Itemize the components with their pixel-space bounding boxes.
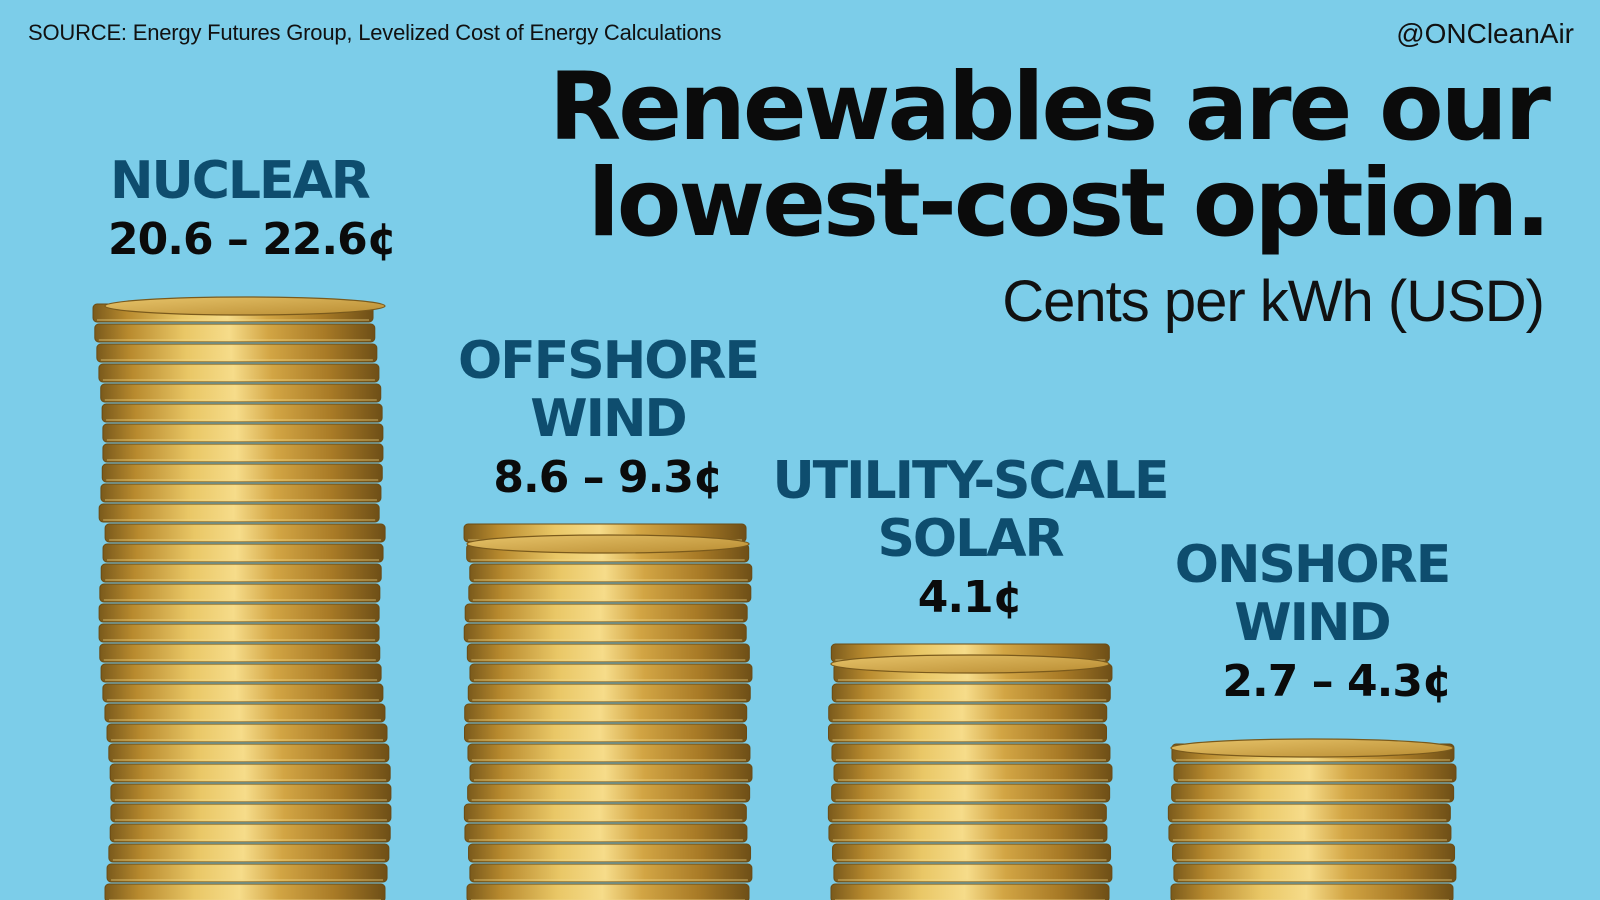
coin — [828, 723, 1108, 743]
coin — [100, 383, 382, 403]
coin — [1170, 883, 1454, 900]
coin-stack-offshore-wind — [463, 523, 753, 900]
coin — [466, 643, 750, 663]
title-line-1: Renewables are our — [548, 53, 1551, 162]
category-label: WIND — [1234, 593, 1389, 653]
coin — [108, 743, 390, 763]
coin — [833, 863, 1113, 883]
value-label: 8.6 – 9.3¢ — [493, 452, 722, 503]
coin-stack-nuclear — [92, 296, 392, 900]
title-line-2: lowest-cost option. — [587, 149, 1551, 258]
coin — [102, 683, 384, 703]
category-label: WIND — [530, 389, 685, 449]
coin — [469, 763, 753, 783]
source-note: SOURCE: Energy Futures Group, Levelized … — [28, 20, 722, 45]
coin — [831, 683, 1111, 703]
chart-title: Renewables are our lowest-cost option. — [548, 53, 1551, 258]
coin — [104, 883, 386, 900]
coin — [102, 543, 384, 563]
coin — [109, 763, 391, 783]
coin — [104, 703, 386, 723]
coin — [467, 783, 751, 803]
coin — [463, 623, 747, 643]
coin — [467, 683, 751, 703]
coin — [828, 703, 1108, 723]
coin — [467, 743, 751, 763]
coin — [99, 583, 381, 603]
coin — [110, 783, 392, 803]
coin — [102, 423, 384, 443]
coin — [1167, 803, 1451, 823]
coin — [831, 783, 1111, 803]
value-label: 20.6 – 22.6¢ — [108, 214, 396, 265]
coin — [96, 343, 378, 363]
coin — [831, 743, 1111, 763]
social-handle: @ONCleanAir — [1396, 18, 1574, 49]
coin-stack-top — [1170, 738, 1454, 758]
coin — [828, 823, 1108, 843]
coin — [827, 803, 1107, 823]
category-label: UTILITY-SCALE — [772, 451, 1167, 511]
coin-stack-top — [466, 534, 750, 554]
chart-subtitle: Cents per kWh (USD) — [1002, 269, 1545, 334]
coin — [98, 623, 380, 643]
coin — [469, 663, 753, 683]
coin — [104, 523, 386, 543]
coin-stacks — [92, 296, 1457, 900]
category-label: NUCLEAR — [110, 151, 370, 211]
coin — [464, 703, 748, 723]
coin — [468, 843, 752, 863]
coin — [464, 823, 748, 843]
coin — [464, 723, 748, 743]
coin — [466, 883, 750, 900]
coin — [463, 803, 747, 823]
coin-stack-utility-scale-solar — [827, 643, 1113, 900]
coin — [94, 323, 376, 343]
coin — [100, 483, 382, 503]
coin — [109, 823, 391, 843]
coin — [468, 583, 752, 603]
value-label: 4.1¢ — [918, 572, 1023, 623]
coin — [100, 563, 382, 583]
category-label: ONSHORE — [1175, 535, 1449, 595]
coin-stack-onshore-wind — [1167, 738, 1457, 900]
coin — [100, 663, 382, 683]
coin — [1172, 843, 1456, 863]
coin — [464, 603, 748, 623]
coin — [110, 803, 392, 823]
coin — [1171, 783, 1455, 803]
coin — [833, 763, 1113, 783]
coin-stack-top — [104, 296, 386, 316]
coin — [102, 443, 384, 463]
coin-stack-top — [830, 654, 1110, 674]
category-label: SOLAR — [877, 509, 1063, 569]
coin — [1173, 763, 1457, 783]
coin — [106, 723, 388, 743]
coin — [98, 603, 380, 623]
coin — [1168, 823, 1452, 843]
coin — [101, 403, 383, 423]
coin — [98, 363, 380, 383]
value-label: 2.7 – 4.3¢ — [1222, 656, 1451, 707]
coin — [101, 463, 383, 483]
coin — [830, 883, 1110, 900]
coin — [99, 643, 381, 663]
coin — [106, 863, 388, 883]
coin — [469, 863, 753, 883]
coin — [98, 503, 380, 523]
coin — [108, 843, 390, 863]
coin — [832, 843, 1112, 863]
category-label: OFFSHORE — [458, 331, 758, 391]
coin — [1173, 863, 1457, 883]
coin — [469, 563, 753, 583]
